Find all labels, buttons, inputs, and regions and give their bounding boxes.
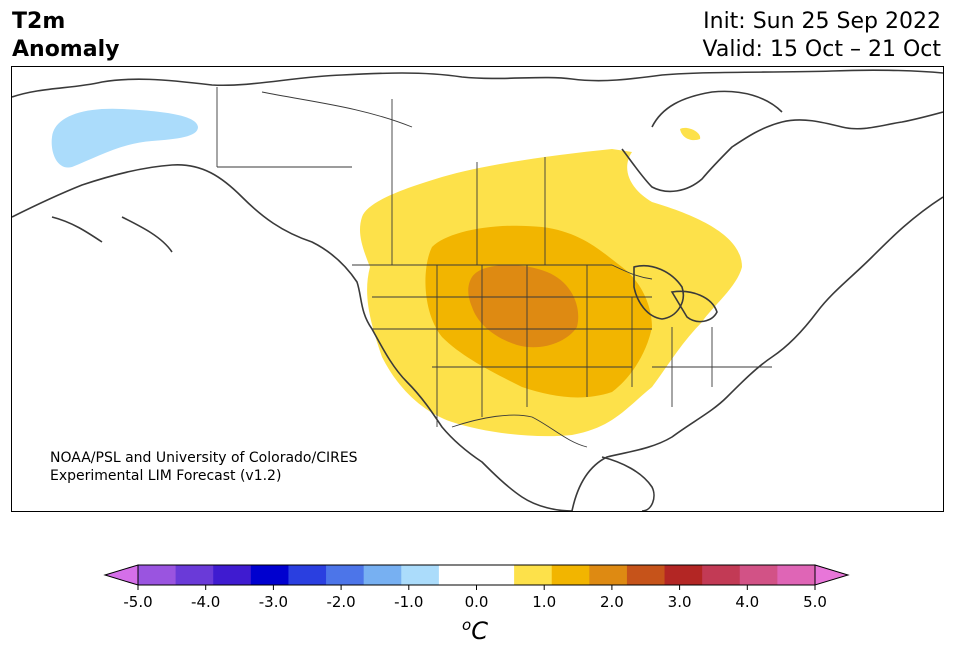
colorbar-cell — [739, 565, 778, 585]
coastlines — [12, 69, 943, 511]
colorbar-cell — [438, 565, 477, 585]
colorbar-tick-label: -3.0 — [259, 593, 288, 611]
colorbar-cell — [626, 565, 666, 585]
colorbar-tick-label: -2.0 — [326, 593, 355, 611]
credit-text: NOAA/PSL and University of Colorado/CIRE… — [50, 449, 358, 485]
forecast-dates: Init: Sun 25 Sep 2022 Valid: 15 Oct – 21… — [703, 8, 941, 64]
valid-date: Valid: 15 Oct – 21 Oct — [702, 37, 941, 62]
unit-base: C — [471, 617, 488, 645]
colorbar-low-extend — [103, 564, 139, 586]
political-borders — [216, 87, 772, 448]
map-svg — [12, 69, 943, 511]
colorbar-cell — [476, 565, 515, 585]
colorbar-tick-label: 3.0 — [668, 593, 692, 611]
colorbar-tick-label: 5.0 — [803, 593, 827, 611]
map-title: T2m Anomaly — [12, 8, 119, 64]
credit-line-2: Experimental LIM Forecast (v1.2) — [50, 468, 282, 484]
colorbar-tick-label: 2.0 — [600, 593, 624, 611]
colorbar: -5.0 -4.0 -3.0 -2.0 -1.0 0.0 1.0 2.0 3.0 4.0 5.0 — [103, 564, 850, 611]
colorbar-cell — [589, 565, 628, 585]
colorbar-cell — [551, 565, 590, 585]
colorbar-cell — [175, 565, 214, 585]
colorbar-cell — [138, 565, 177, 585]
unit-degree: o — [462, 616, 472, 634]
map-panel: NOAA/PSL and University of Colorado/CIRE… — [11, 66, 944, 512]
colorbar-cell — [363, 565, 402, 585]
colorbar-cells — [138, 565, 816, 585]
colorbar-cell — [514, 565, 553, 585]
colorbar-cell — [326, 565, 365, 585]
title-variable: T2m — [12, 9, 66, 34]
title-anomaly: Anomaly — [12, 37, 120, 62]
colorbar-tick-label: -4.0 — [191, 593, 220, 611]
colorbar-tick-label: 0.0 — [465, 593, 489, 611]
colorbar-cell — [702, 565, 741, 585]
colorbar-cell — [213, 565, 252, 585]
colorbar-tick-label: -1.0 — [394, 593, 423, 611]
colorbar-unit: oC — [462, 616, 488, 645]
warm-anomaly-labrador — [680, 127, 701, 141]
credit-line-1: NOAA/PSL and University of Colorado/CIRE… — [50, 450, 358, 466]
colorbar-tick-label: -5.0 — [123, 593, 152, 611]
warm-anomaly-core — [468, 265, 579, 348]
colorbar-high-extend — [814, 564, 850, 586]
colorbar-tick-label: 1.0 — [532, 593, 556, 611]
colorbar-cell — [777, 565, 816, 585]
colorbar-cell — [288, 565, 327, 585]
colorbar-cell — [664, 565, 703, 585]
colorbar-tick-label: 4.0 — [735, 593, 759, 611]
cold-anomaly-alaska — [51, 108, 198, 168]
colorbar-cell — [250, 565, 289, 585]
colorbar-ticks: -5.0 -4.0 -3.0 -2.0 -1.0 0.0 1.0 2.0 3.0 4.0 5.0 — [123, 585, 827, 611]
colorbar-cell — [401, 565, 440, 585]
init-date: Init: Sun 25 Sep 2022 — [703, 9, 941, 34]
